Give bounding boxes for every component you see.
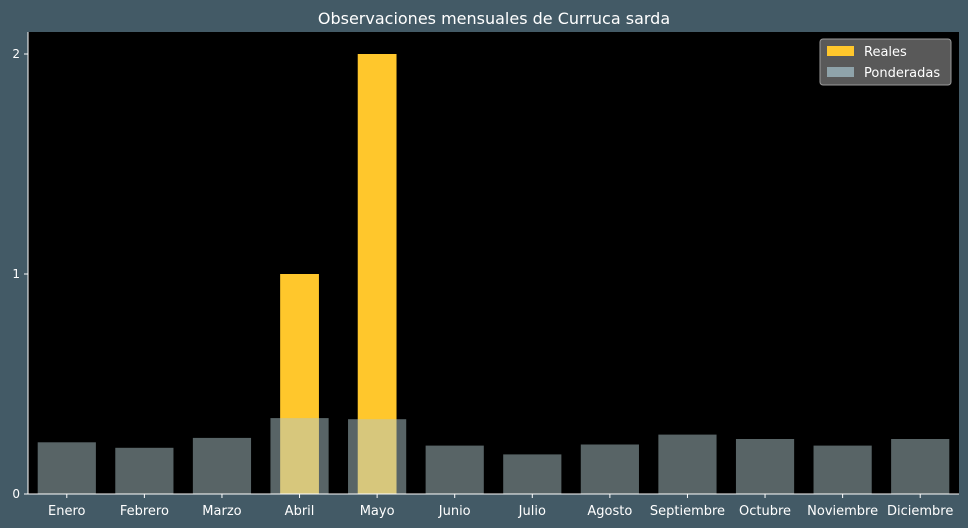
weighted-bar-julio [503, 454, 562, 494]
legend-swatch-reales [827, 46, 854, 56]
y-tick-label-2: 2 [12, 47, 20, 61]
plot-area [28, 32, 959, 494]
x-tick-label-enero: Enero [48, 504, 86, 519]
x-tick-label-abril: Abril [285, 504, 315, 519]
weighted-bar-marzo [192, 437, 252, 494]
legend-swatch-ponderadas [827, 67, 854, 77]
y-tick-label-0: 0 [12, 487, 20, 501]
weighted-bar-diciembre [891, 439, 950, 494]
legend: Reales Ponderadas [819, 38, 952, 86]
x-tick-label-agosto: Agosto [587, 504, 632, 519]
weighted-bar-junio [425, 445, 484, 494]
legend-label-ponderadas: Ponderadas [864, 66, 940, 81]
x-tick-label-noviembre: Noviembre [807, 504, 878, 519]
x-tick-label-junio: Junio [438, 504, 471, 519]
y-tick-label-1: 1 [12, 267, 20, 281]
x-tick-label-diciembre: Diciembre [887, 504, 953, 519]
weighted-bar-noviembre [813, 445, 872, 494]
chart-title: Observaciones mensuales de Curruca sarda [318, 9, 670, 28]
x-tick-label-mayo: Mayo [360, 504, 395, 519]
weighted-bar-septiembre [658, 434, 717, 494]
x-axis: Enero Febrero Marzo Abril Mayo Junio Julio Agos… [28, 493, 959, 519]
x-tick-label-octubre: Octubre [739, 504, 791, 519]
weighted-bar-mayo [348, 419, 407, 494]
y-axis: 0 1 2 [12, 32, 29, 501]
weighted-bar-febrero [115, 447, 174, 494]
x-tick-label-marzo: Marzo [202, 504, 241, 519]
x-tick-label-febrero: Febrero [120, 504, 169, 519]
weighted-bar-enero [37, 442, 96, 494]
weighted-bars [37, 418, 950, 494]
legend-label-reales: Reales [864, 45, 907, 60]
x-tick-label-septiembre: Septiembre [650, 504, 725, 519]
weighted-bar-agosto [580, 444, 639, 494]
x-tick-label-julio: Julio [518, 504, 546, 519]
weighted-bar-octubre [735, 439, 795, 494]
weighted-bar-abril [270, 418, 329, 494]
